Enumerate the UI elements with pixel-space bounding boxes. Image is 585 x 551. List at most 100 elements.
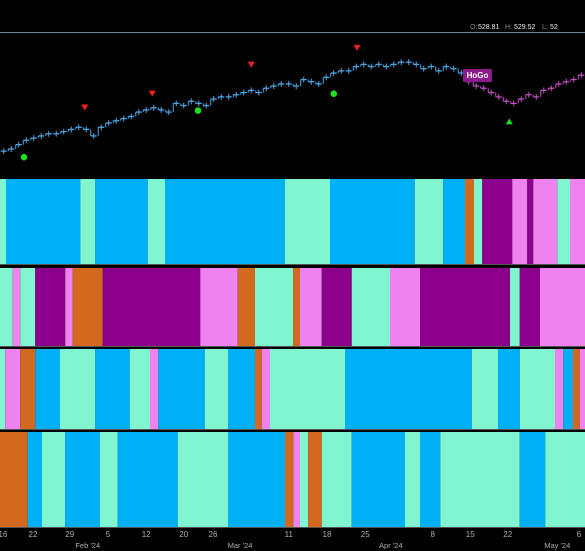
strip-segment	[261, 349, 270, 429]
annotation: HoGo	[463, 69, 492, 82]
strip-segment	[0, 432, 28, 527]
strip-segment	[27, 432, 42, 527]
strip-segment	[99, 432, 118, 527]
x-tick-label: 22	[29, 530, 38, 539]
strip-segment	[35, 268, 66, 346]
x-month-label: May '24	[544, 541, 570, 550]
strip-segment	[390, 268, 420, 346]
header-label: O:	[470, 24, 477, 31]
strip-segment	[512, 179, 528, 264]
strip-segment	[465, 179, 474, 264]
strip-segment	[65, 432, 100, 527]
strip-segment	[177, 432, 228, 527]
x-tick-label: 5	[106, 530, 111, 539]
strip-segment	[330, 179, 415, 264]
strip-segment	[440, 432, 520, 527]
x-tick-label: 20	[179, 530, 188, 539]
strip-segment	[158, 349, 205, 429]
ohlc-header: O: 528.81 H: 529.52 L: 52	[470, 24, 558, 31]
strip-segment	[471, 349, 498, 429]
strip-segment	[42, 432, 66, 527]
strip-segment	[527, 179, 534, 264]
strip-segment	[533, 179, 558, 264]
header-value: 528.81	[478, 24, 500, 31]
strip-segment	[285, 179, 330, 264]
strip-segment	[117, 432, 178, 527]
strip-segment	[540, 268, 585, 346]
strip-segment	[6, 179, 81, 264]
strip-segment	[95, 349, 130, 429]
strip-segment	[405, 432, 420, 527]
strip-segment	[0, 349, 6, 429]
strip-segment	[555, 349, 564, 429]
x-tick-label: 22	[503, 530, 512, 539]
strip-segment	[0, 268, 13, 346]
strip-segment	[0, 179, 6, 264]
strip-segment	[95, 179, 148, 264]
strip-segment	[80, 179, 96, 264]
strip-segment	[420, 432, 441, 527]
strip-segment	[351, 432, 405, 527]
x-tick-label: 12	[142, 530, 151, 539]
strip-segment	[510, 268, 520, 346]
x-tick-label: 25	[361, 530, 370, 539]
strip-segment	[102, 268, 201, 346]
strip-segment	[321, 268, 352, 346]
strip-segment	[345, 349, 472, 429]
strip-segment	[474, 179, 483, 264]
strip-segment	[129, 349, 150, 429]
strip-segment	[420, 268, 510, 346]
x-tick-label: 8	[431, 530, 436, 539]
annotation-box	[463, 69, 492, 82]
strip-segment	[519, 268, 540, 346]
strip-segment	[519, 349, 555, 429]
strip-segment	[255, 268, 294, 346]
signal-dot	[194, 107, 202, 114]
strip-segment	[65, 268, 73, 346]
x-tick-label: 16	[0, 530, 8, 539]
strip-segment	[20, 268, 36, 346]
strip-segment	[5, 349, 21, 429]
header-value: 529.52	[514, 24, 536, 31]
x-tick-label: 18	[323, 530, 332, 539]
x-tick-label: 6	[577, 530, 582, 539]
x-tick-label: 11	[285, 530, 294, 539]
strip-segment	[300, 432, 309, 527]
strip-segment	[12, 268, 21, 346]
x-month-label: Mar '24	[228, 541, 253, 550]
x-tick-label: 15	[466, 530, 475, 539]
strip-segment	[557, 179, 570, 264]
strip-segment	[321, 432, 352, 527]
strip-segment	[498, 349, 520, 429]
strip-segment	[20, 349, 36, 429]
strip-segment	[519, 432, 546, 527]
strip-segment	[72, 268, 103, 346]
strip-segment	[482, 179, 513, 264]
strip-segment	[545, 432, 585, 527]
strip-segment	[150, 349, 159, 429]
x-month-label: Feb '24	[75, 541, 100, 550]
strip-segment	[351, 268, 390, 346]
strip-segment	[443, 179, 465, 264]
signal-down	[148, 90, 156, 97]
strip-segment	[228, 349, 255, 429]
strip-segment	[563, 349, 573, 429]
strip-segment	[285, 432, 294, 527]
header-value: 52	[550, 24, 558, 31]
x-tick-label: 29	[65, 530, 74, 539]
strip-segment	[270, 349, 345, 429]
strip-segment	[570, 179, 585, 264]
strip-segment	[165, 179, 285, 264]
strip-segment	[204, 349, 228, 429]
strip-segment	[308, 432, 322, 527]
strip-segment	[228, 432, 285, 527]
strip-segment	[300, 268, 322, 346]
strip-segment	[60, 349, 96, 429]
strip-segment	[255, 349, 262, 429]
strip-segment	[147, 179, 165, 264]
strip-segment	[293, 432, 300, 527]
strip-segment	[200, 268, 238, 346]
strip-segment	[579, 349, 585, 429]
